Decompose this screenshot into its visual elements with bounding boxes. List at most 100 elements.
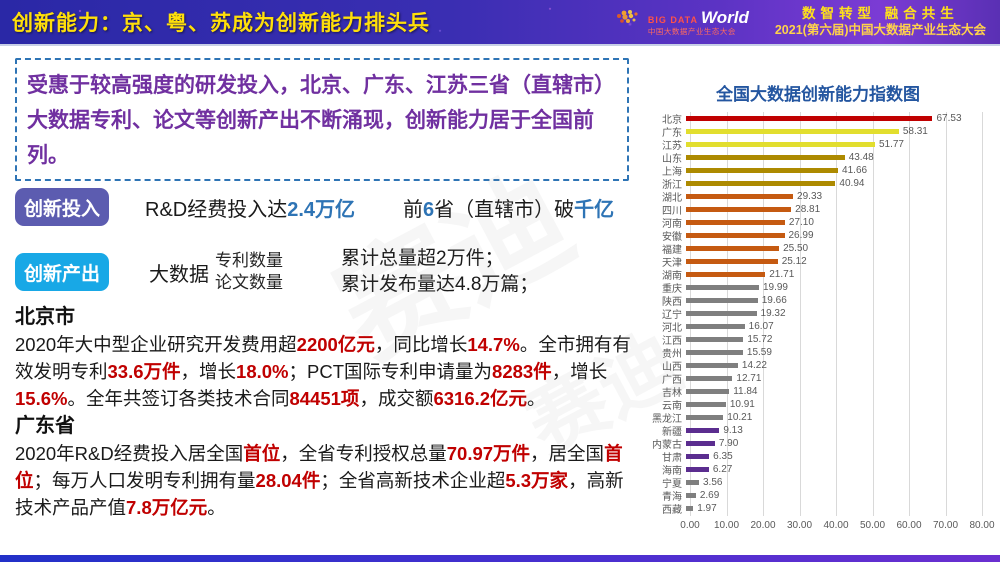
chart-category-label: 四川 xyxy=(662,206,682,217)
gridline xyxy=(799,112,801,516)
chart-bar xyxy=(686,142,875,147)
chart-bar xyxy=(686,233,785,238)
gridline xyxy=(836,112,837,516)
chart-value-label: 58.31 xyxy=(902,126,928,137)
highlight-text: 6 xyxy=(423,198,435,221)
chart-bar xyxy=(686,220,785,225)
chart-value-label: 10.21 xyxy=(727,412,753,423)
chart-row: 新疆 9.13 xyxy=(642,424,994,438)
chart-bar xyxy=(686,428,720,433)
chart-row: 湖南 21.71 xyxy=(642,268,994,282)
chart-value-label: 12.71 xyxy=(736,373,762,384)
chart-category-label: 北京 xyxy=(662,115,682,126)
chart-category-label: 广西 xyxy=(662,375,682,386)
chart-bar xyxy=(686,350,743,355)
chart-bar xyxy=(686,480,699,485)
output-metric-patents: 专利数量 xyxy=(215,251,283,270)
header-brand: BIG DATA World 中国大数据产业生态大会 数智转型 融合共生 202… xyxy=(610,6,1000,39)
chart-x-tick: 40.00 xyxy=(823,520,849,531)
chart-bar xyxy=(686,363,738,368)
highlight-text: 千亿 xyxy=(574,198,615,221)
chart-bar xyxy=(686,181,836,186)
chart-x-tick: 30.00 xyxy=(786,520,813,531)
body-text: ，高新技术产品产值 xyxy=(15,470,624,518)
chart-category-label: 云南 xyxy=(662,401,682,412)
chart-category-label: 重庆 xyxy=(662,284,682,295)
chart-category-label: 湖北 xyxy=(662,193,682,204)
body-text: ；PCT国际专利申请量为 xyxy=(288,361,493,382)
body-text: ，增长 xyxy=(551,361,608,382)
chart-row: 山东 43.48 xyxy=(642,151,994,165)
innovation-input-row: 创新投入 R&D经费投入达2.4万亿 前6省（直辖市）破千亿 xyxy=(15,188,629,226)
chart-row: 河北 16.07 xyxy=(642,320,994,334)
footer-accent-bar xyxy=(0,555,1000,562)
logo-text: BIG DATA World 中国大数据产业生态大会 xyxy=(648,9,749,36)
chart-value-label: 27.10 xyxy=(788,217,814,228)
highlight-text: 首位 xyxy=(243,443,281,464)
chart-category-label: 山东 xyxy=(662,154,682,165)
body-text: ，同比增长 xyxy=(374,334,468,355)
chart-row: 辽宁 19.32 xyxy=(642,307,994,321)
chart-row: 吉林 11.84 xyxy=(642,385,994,399)
highlight-text: 70.97万件 xyxy=(446,443,531,464)
chart-value-label: 6.27 xyxy=(712,464,733,475)
chart-x-tick: 70.00 xyxy=(932,520,959,531)
body-text: 前 xyxy=(403,198,424,221)
chart-row: 上海 41.66 xyxy=(642,164,994,178)
section-beijing-heading: 北京市 xyxy=(15,306,75,328)
chart-row: 浙江 40.94 xyxy=(642,177,994,191)
chart-row: 西藏 1.97 xyxy=(642,502,994,516)
chart-bar xyxy=(686,415,724,420)
chart-value-label: 19.66 xyxy=(761,295,787,306)
innovation-output-row: 创新产出 大数据 专利数量 论文数量 累计总量超2万件； 累计发布量达4.8万篇… xyxy=(15,246,629,298)
chart-value-label: 25.50 xyxy=(783,243,809,254)
chart-category-label: 安徽 xyxy=(662,232,682,243)
chart-row: 广东 58.31 xyxy=(642,125,994,139)
highlight-text: 15.6% xyxy=(15,388,68,409)
chart-row: 安徽 26.99 xyxy=(642,229,994,243)
chart-bar xyxy=(686,272,766,277)
chart-category-label: 河南 xyxy=(662,219,682,230)
highlight-text: 33.6万件 xyxy=(107,361,181,382)
chart-title: 全国大数据创新能力指数图 xyxy=(716,85,920,104)
chart-row: 重庆 19.99 xyxy=(642,281,994,295)
chart-row: 青海 2.69 xyxy=(642,489,994,503)
body-text: ，居全国 xyxy=(530,443,605,464)
chart-value-label: 26.99 xyxy=(788,230,814,241)
gridline xyxy=(982,112,983,516)
invest-statement-1: R&D经费投入达2.4万亿 xyxy=(145,193,355,222)
chart-category-label: 山西 xyxy=(662,362,682,373)
chart-row: 云南 10.91 xyxy=(642,398,994,412)
chart-value-label: 7.90 xyxy=(718,438,739,449)
highlight-text: 2.4万亿 xyxy=(287,198,356,221)
body-text: ，增长 xyxy=(180,361,237,382)
output-result-total: 累计总量超2万件； xyxy=(341,248,504,269)
body-text: 。 xyxy=(527,388,546,409)
chart-bar xyxy=(686,467,709,472)
chart-row: 内蒙古 7.90 xyxy=(642,437,994,451)
body-text: ，全省专利授权总量 xyxy=(280,443,447,464)
section-guangdong: 广东省 2020年R&D经费投入居全国首位，全省专利授权总量70.97万件，居全… xyxy=(15,413,631,521)
body-text: 2020年R&D经费投入居全国 xyxy=(15,443,244,464)
chart-row: 海南 6.27 xyxy=(642,463,994,477)
chart-category-label: 内蒙古 xyxy=(652,440,682,451)
chart-bar xyxy=(686,454,710,459)
chart-row: 宁夏 3.56 xyxy=(642,476,994,490)
output-metric-papers: 论文数量 xyxy=(215,273,283,292)
chart-bar xyxy=(686,168,839,173)
output-result-published: 累计发布量达4.8万篇； xyxy=(341,274,539,295)
highlight-text: 7.8万亿元 xyxy=(126,497,208,518)
chart-bar xyxy=(686,441,715,446)
chart-bar xyxy=(686,298,758,303)
body-text: R&D经费投入达 xyxy=(145,198,288,221)
body-text: 2020年大中型企业研究开发费用超 xyxy=(15,334,297,355)
gridline xyxy=(945,112,947,516)
chart-category-label: 宁夏 xyxy=(662,479,682,490)
chart-category-label: 辽宁 xyxy=(662,310,682,321)
innovation-output-badge: 创新产出 xyxy=(15,253,109,291)
body-text: ，成交额 xyxy=(359,388,434,409)
chart-value-label: 43.48 xyxy=(848,152,874,163)
chart-bar xyxy=(686,285,759,290)
chart-row: 贵州 15.59 xyxy=(642,346,994,360)
slogan-line2: 2021(第六届)中国大数据产业生态大会 xyxy=(774,22,986,37)
